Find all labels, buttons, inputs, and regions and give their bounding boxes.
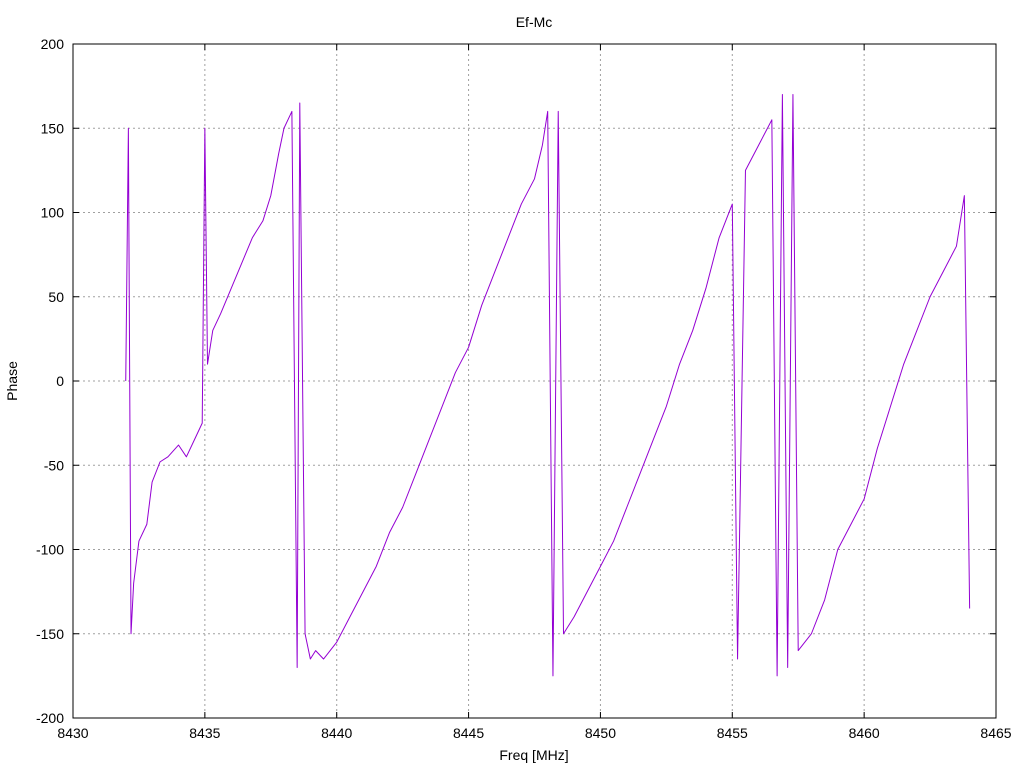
x-axis-title: Freq [MHz] [499, 747, 568, 763]
y-tick-label: -100 [36, 542, 64, 558]
chart-title: Ef-Mc [516, 14, 553, 30]
tick-labels: 8430 8435 8440 8445 8450 8455 8460 8465 -200 -150… [36, 36, 1012, 741]
y-tick-label: 200 [41, 36, 65, 52]
y-tick-label: 100 [41, 205, 65, 221]
y-tick-label: -150 [36, 626, 64, 642]
tick-marks [72, 43, 997, 719]
y-tick-label: 150 [41, 120, 65, 136]
y-tick-label: -50 [44, 457, 64, 473]
grid-lines [73, 44, 996, 718]
y-axis-title: Phase [4, 361, 20, 401]
y-tick-label: -200 [36, 710, 64, 726]
x-tick-label: 8440 [321, 725, 352, 741]
x-tick-label: 8430 [57, 725, 88, 741]
x-tick-label: 8460 [849, 725, 880, 741]
phase-series-line [125, 94, 971, 677]
x-tick-label: 8465 [980, 725, 1011, 741]
x-tick-label: 8445 [453, 725, 484, 741]
x-tick-label: 8435 [189, 725, 220, 741]
series-layer [125, 94, 971, 677]
y-tick-label: 0 [56, 373, 64, 389]
x-tick-label: 8455 [717, 725, 748, 741]
x-tick-label: 8450 [585, 725, 616, 741]
y-tick-label: 50 [48, 289, 64, 305]
